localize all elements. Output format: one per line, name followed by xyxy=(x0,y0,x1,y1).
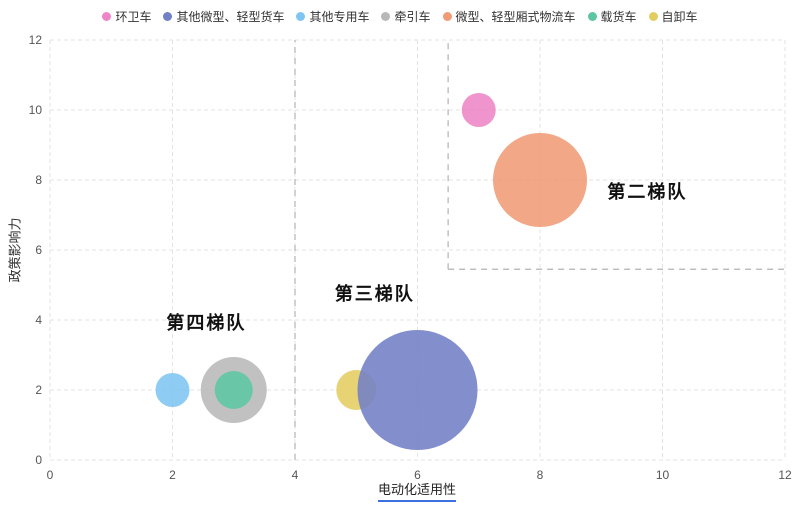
bubble-other-mini-light-trucks[interactable] xyxy=(357,330,478,450)
legend-dot-tractor-truck xyxy=(381,11,391,21)
x-tick-label: 10 xyxy=(655,468,670,482)
bubble-other-special-vehicles[interactable] xyxy=(155,373,190,407)
y-tick-label: 0 xyxy=(35,453,42,467)
legend-dot-cargo-truck xyxy=(587,11,597,21)
x-tick-label: 4 xyxy=(291,468,299,482)
annotation-tier-3: 第三梯队 xyxy=(334,284,415,305)
legend-dot-mini-light-box-logistics xyxy=(442,11,452,21)
y-tick-label: 8 xyxy=(35,173,42,187)
annotation-tier-2: 第二梯队 xyxy=(607,181,688,202)
x-axis-title: 电动化适用性 xyxy=(377,479,457,502)
legend-dot-sanitation-truck xyxy=(102,11,112,21)
legend-label: 其他微型、轻型货车 xyxy=(176,9,285,24)
legend-item-mini-light-box-logistics[interactable]: 微型、轻型厢式物流车 xyxy=(442,8,576,25)
legend-label: 环卫车 xyxy=(115,9,152,24)
y-tick-label: 10 xyxy=(28,103,42,117)
legend-label: 载货车 xyxy=(600,9,637,24)
y-tick-label: 4 xyxy=(35,313,42,327)
x-tick-label: 0 xyxy=(46,468,54,482)
legend: 环卫车 其他微型、轻型货车 其他专用车 牵引车 微型、轻型厢式物流车 载货车 自卸车 xyxy=(0,6,800,26)
y-tick-label: 2 xyxy=(35,383,42,397)
y-tick-label: 6 xyxy=(35,243,42,257)
legend-label: 牵引车 xyxy=(394,9,431,24)
legend-dot-other-mini-light-trucks xyxy=(163,11,173,21)
legend-dot-dump-truck xyxy=(648,11,658,21)
bubble-mini-light-box-logistics[interactable] xyxy=(493,133,587,227)
legend-label: 自卸车 xyxy=(661,9,698,24)
legend-label: 其他专用车 xyxy=(309,9,370,24)
legend-item-other-special-vehicles[interactable]: 其他专用车 xyxy=(296,8,369,25)
legend-item-dump-truck[interactable]: 自卸车 xyxy=(648,8,698,25)
legend-item-other-mini-light-trucks[interactable]: 其他微型、轻型货车 xyxy=(163,8,284,25)
bubble-cargo-truck[interactable] xyxy=(214,371,253,409)
x-tick-label: 6 xyxy=(414,468,421,482)
x-tick-label: 8 xyxy=(536,468,544,482)
x-tick-label: 12 xyxy=(778,468,792,482)
legend-dot-other-special-vehicles xyxy=(296,11,306,21)
legend-item-tractor-truck[interactable]: 牵引车 xyxy=(381,8,431,25)
y-tick-label: 12 xyxy=(28,33,42,47)
bubble-sanitation-truck[interactable] xyxy=(461,93,496,127)
legend-label: 微型、轻型厢式物流车 xyxy=(455,9,576,24)
x-tick-label: 2 xyxy=(169,468,176,482)
annotation-tier-4: 第四梯队 xyxy=(166,312,247,333)
legend-item-cargo-truck[interactable]: 载货车 xyxy=(587,8,637,25)
legend-item-sanitation-truck[interactable]: 环卫车 xyxy=(102,8,151,25)
